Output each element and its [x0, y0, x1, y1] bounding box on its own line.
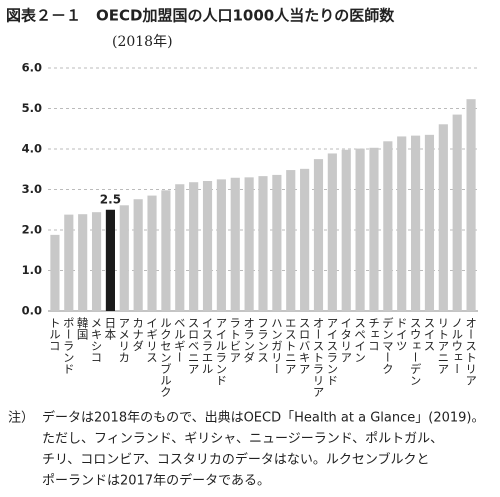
x-tick-label: デンマーク — [381, 316, 395, 374]
x-tick-label: ラトビア — [228, 317, 242, 363]
bar — [286, 170, 296, 311]
note-line: データは2018年のもので、出典はOECD「Health at a Glance… — [42, 410, 484, 426]
bar — [272, 174, 282, 311]
x-tick-label: 日本 — [103, 317, 117, 341]
bar — [452, 114, 462, 311]
x-tick-label: チェコ — [367, 317, 381, 352]
note-line: ただし、フィンランド、ギリシャ、ニュージーランド、ポルトガル、 — [42, 432, 443, 447]
x-tick-label: エストニア — [284, 317, 298, 375]
x-tick-label: スロバキア — [298, 317, 312, 375]
x-tick-label: カナダ — [131, 317, 145, 352]
bar — [397, 136, 407, 311]
bar — [300, 168, 310, 311]
chart-title: 図表２－１ OECD加盟国の人口1000人当たりの医師数 — [6, 7, 395, 25]
y-tick-label: 3.0 — [22, 182, 42, 196]
y-tick-label: 0.0 — [22, 304, 42, 318]
bar — [327, 153, 337, 311]
bar — [244, 177, 254, 311]
bar — [369, 147, 379, 311]
x-tick-label: ルクセンブルク — [159, 317, 173, 398]
note-line: ポーランドは2017年のデータである。 — [42, 473, 270, 489]
x-tick-label: イスラエル — [201, 317, 215, 375]
bar — [411, 135, 421, 311]
bar — [424, 134, 435, 311]
bar — [438, 124, 448, 311]
x-tick-label: トルコ — [48, 317, 62, 352]
bar — [161, 190, 171, 311]
x-tick-label: ハンガリー — [270, 317, 284, 375]
note-label: 注） — [8, 411, 34, 426]
x-tick-label: イギリス — [145, 317, 159, 363]
bar — [341, 149, 351, 311]
bar — [119, 205, 129, 311]
bar — [175, 184, 185, 311]
chart-subtitle: (2018年) — [112, 34, 173, 50]
x-tick-label: スイス — [422, 317, 436, 352]
x-tick-label: オーストラリア — [311, 317, 325, 398]
bar — [355, 148, 365, 311]
bar — [216, 179, 226, 311]
note-line: チリ、コロンビア、コスタリカのデータはない。ルクセンブルクと — [42, 452, 430, 468]
bar — [133, 199, 143, 311]
x-tick-label: アイスランド — [325, 317, 339, 386]
bar — [91, 212, 102, 311]
x-tick-label: オランダ — [242, 317, 256, 363]
x-tick-label: フランス — [256, 317, 270, 363]
bar — [147, 195, 157, 311]
y-tick-label: 6.0 — [22, 61, 42, 75]
x-tick-label: ドイツ — [395, 317, 409, 352]
y-tick-label: 5.0 — [22, 101, 42, 115]
x-tick-label: オーストリア — [464, 317, 478, 386]
x-tick-label: アイルランド — [214, 317, 228, 386]
x-tick-label: ポーランド — [62, 317, 76, 375]
bar — [313, 159, 324, 311]
data-label: 2.5 — [100, 192, 121, 206]
x-tick-label: ベルギー — [173, 317, 187, 363]
x-tick-label: リトアニア — [436, 317, 450, 375]
bar — [64, 214, 74, 311]
bar — [230, 177, 240, 311]
y-tick-label: 2.0 — [22, 223, 42, 237]
bar — [50, 234, 60, 311]
bar — [383, 141, 393, 311]
bar — [466, 99, 476, 311]
y-tick-label: 4.0 — [22, 142, 42, 156]
x-tick-label: ノルウェー — [450, 317, 464, 375]
x-tick-label: 韓国 — [76, 317, 90, 341]
x-tick-label: スウェーデン — [409, 317, 423, 386]
x-tick-label: スペイン — [353, 317, 367, 363]
bar — [258, 176, 268, 311]
bar — [202, 180, 213, 311]
y-tick-label: 1.0 — [22, 263, 42, 277]
x-tick-label: アメリカ — [117, 317, 131, 363]
bar — [189, 182, 199, 311]
x-tick-label: スロベニア — [187, 317, 201, 375]
bar — [105, 209, 115, 311]
x-tick-label: イタリア — [339, 317, 353, 363]
bar — [78, 214, 88, 311]
x-tick-label: メキシコ — [90, 317, 104, 363]
